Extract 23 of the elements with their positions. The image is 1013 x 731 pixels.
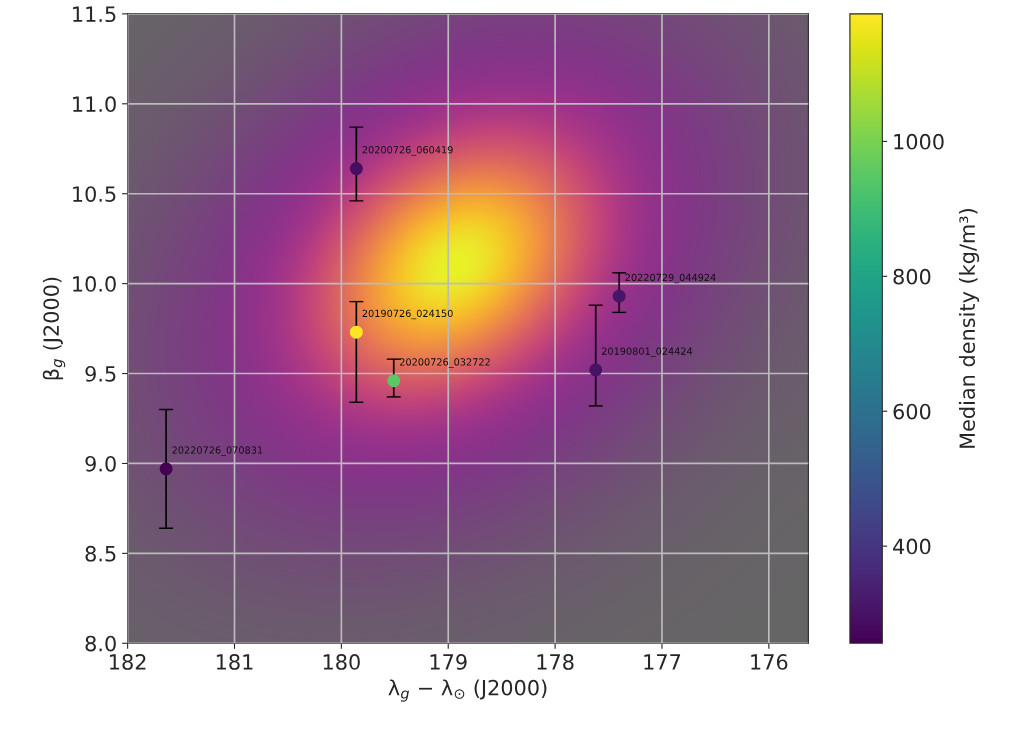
x-axis-title: λ$_{g}$ − λ$_{⊙}$ (J2000)	[388, 679, 547, 702]
color-bar-label: 600	[893, 403, 931, 420]
annotation: 20200726_032722	[400, 358, 490, 368]
x-tick-label: 177	[644, 654, 681, 670]
x-tick-label: 179	[430, 654, 467, 670]
y-tick-label: 11.0	[73, 96, 116, 113]
x-tick-label: 181	[216, 654, 253, 670]
x-tick-label: 176	[751, 654, 788, 670]
y-tick-label: 8.0	[85, 635, 116, 652]
color-bar-label: 1000	[894, 133, 944, 150]
y-tick-label: 9.0	[85, 455, 116, 472]
color-bar-title: Median density (kg/m³)	[958, 209, 980, 448]
y-tick-label: 10.0	[73, 276, 116, 292]
x-tick-label: 182	[110, 654, 146, 670]
y-tick-label: 11.5	[73, 6, 116, 23]
x-tick-label: 180	[323, 654, 360, 670]
color-bar-label: 800	[893, 268, 931, 285]
y-axis-title: β$_{g}$ (J2000)	[42, 277, 66, 380]
x-tick-label: 178	[537, 654, 574, 670]
color-bar-label: 400	[893, 538, 931, 555]
y-tick-label: 10.5	[73, 186, 116, 202]
y-tick-label: 8.5	[85, 545, 116, 562]
y-tick-label: 9.5	[85, 365, 116, 382]
